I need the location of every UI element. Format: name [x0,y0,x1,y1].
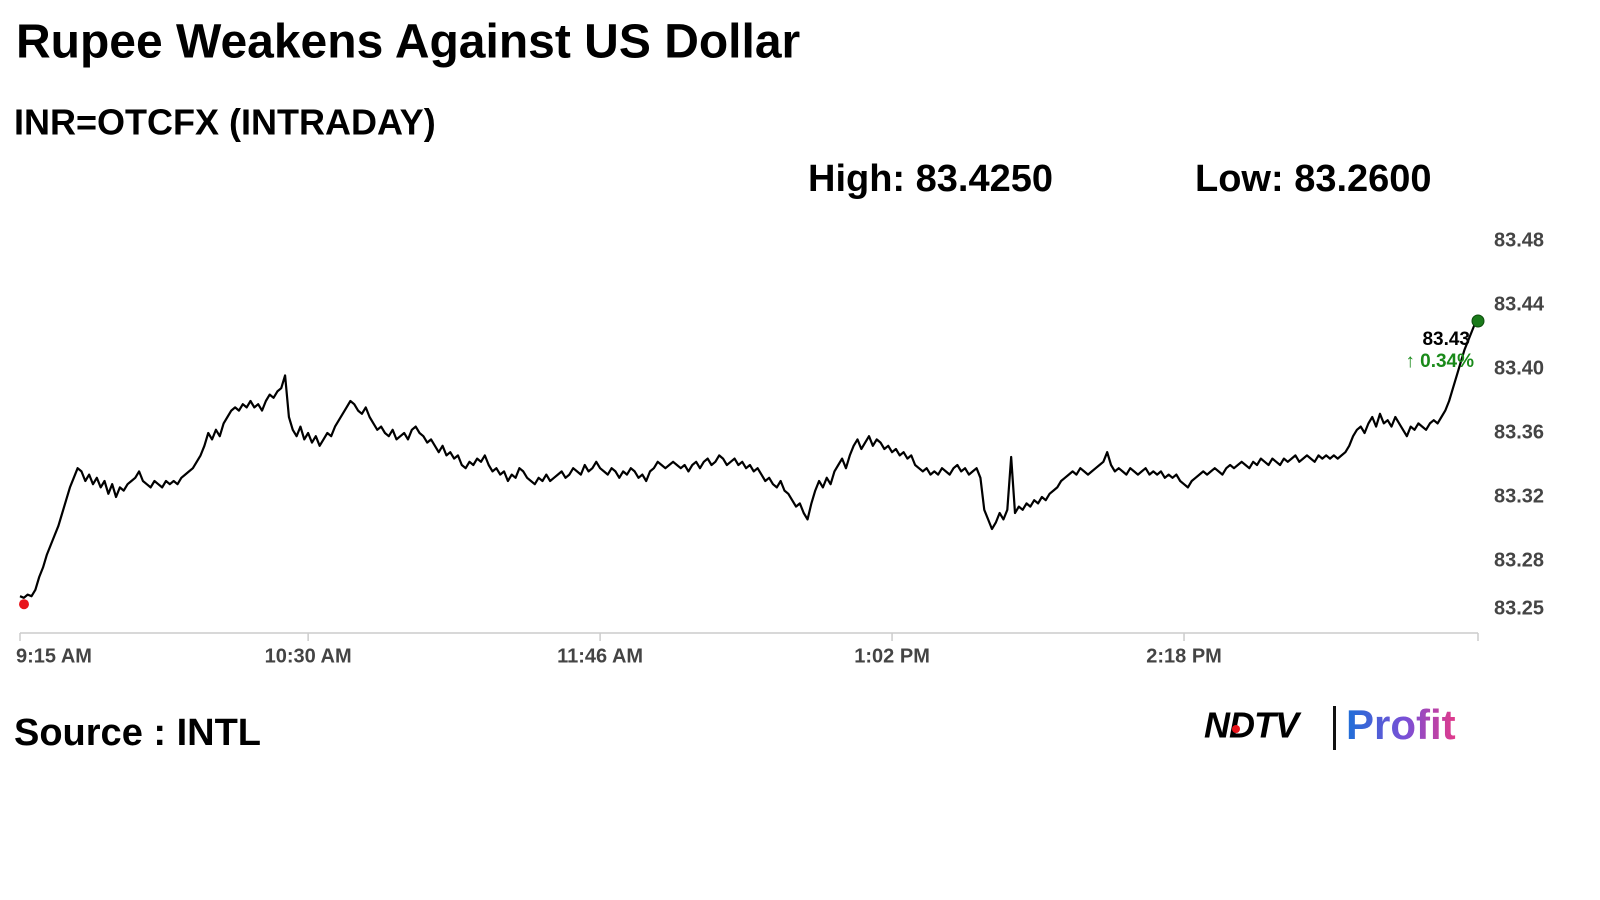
source-label: Source : INTL [14,712,261,754]
chart-subtitle: INR=OTCFX (INTRADAY) [14,102,436,143]
y-tick-label: 83.36 [1494,421,1544,443]
last-value-label: 83.43 [1422,329,1470,350]
y-tick-label: 83.44 [1494,293,1545,315]
chart-title: Rupee Weakens Against US Dollar [16,16,800,69]
high-label: High: 83.4250 [808,158,1053,200]
y-tick-label: 83.40 [1494,357,1544,379]
y-tick-label: 83.48 [1494,229,1544,251]
y-tick-label: 83.25 [1494,597,1544,619]
logo-left: NDTV [1204,705,1302,746]
x-tick-label: 9:15 AM [16,645,92,667]
low-label: Low: 83.2600 [1195,158,1432,200]
logo-divider [1333,706,1336,750]
y-tick-label: 83.28 [1494,549,1544,571]
logo-right: Profit [1346,701,1456,748]
y-tick-label: 83.32 [1494,485,1544,507]
x-tick-label: 1:02 PM [854,645,930,667]
price-line [19,320,1478,599]
start-marker [19,599,29,610]
logo-dot [1232,725,1240,733]
change-label: ↑ 0.34% [1405,351,1474,372]
end-marker [1471,314,1485,328]
x-tick-label: 2:18 PM [1146,645,1222,667]
x-tick-label: 10:30 AM [265,645,352,667]
x-tick-label: 11:46 AM [557,645,643,667]
